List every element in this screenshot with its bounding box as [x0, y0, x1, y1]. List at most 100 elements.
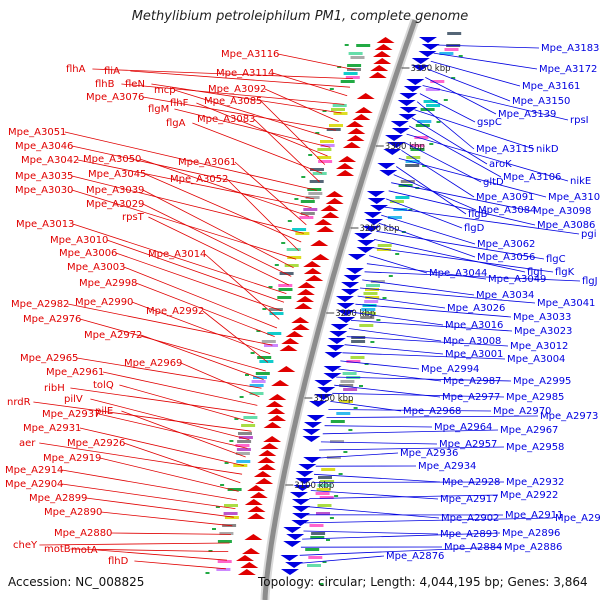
- feature-block: [320, 140, 334, 143]
- feature-block: [310, 536, 325, 539]
- feature-block: [224, 504, 238, 507]
- forward-gene-label: Mpe_A2990: [75, 297, 133, 308]
- forward-label-connector: [272, 72, 348, 97]
- feature-block: [318, 160, 333, 163]
- feature-block: [235, 452, 250, 455]
- reverse-gene-label: flgC: [546, 254, 566, 265]
- reverse-label-connector: [433, 52, 538, 70]
- feature-block: [348, 52, 363, 55]
- feature-block: [305, 548, 320, 551]
- reverse-label-connector: [307, 506, 440, 519]
- feature-block: [329, 124, 343, 127]
- accession-text: Accession: NC_008825: [8, 575, 145, 589]
- reverse-label-connector: [416, 101, 475, 150]
- reverse-gene-label: Mpe_A2893: [440, 529, 498, 540]
- forward-gene-arrow: [347, 128, 366, 134]
- feature-block: [235, 444, 250, 447]
- forward-gene-arrow: [346, 135, 365, 141]
- forward-gene-arrow: [314, 219, 333, 225]
- reverse-label-connector: [383, 206, 580, 235]
- feature-block: [447, 32, 462, 35]
- reverse-label-connector: [430, 60, 521, 87]
- forward-gene-label: Mpe_A3085: [204, 96, 262, 107]
- feature-block: [410, 144, 425, 147]
- reverse-gene-arrow: [399, 93, 418, 99]
- forward-gene-arrow: [376, 37, 395, 43]
- tick-mark: [458, 55, 463, 57]
- tick-mark: [326, 539, 330, 541]
- reverse-label-connector: [409, 125, 502, 178]
- reverse-gene-arrow: [323, 366, 342, 372]
- forward-label-connector: [192, 122, 323, 174]
- reverse-gene-arrow: [379, 170, 398, 176]
- tick-mark: [205, 572, 210, 574]
- reverse-gene-label: Mpe_A3104: [548, 192, 600, 203]
- reverse-gene-label: Mpe_A3098: [533, 206, 591, 217]
- forward-gene-arrow: [320, 205, 339, 211]
- tick-mark: [322, 110, 327, 112]
- tick-mark: [359, 385, 363, 387]
- feature-block: [261, 340, 276, 343]
- feature-block: [345, 76, 360, 79]
- tick-mark: [337, 66, 342, 68]
- genome-backbone: [262, 19, 418, 600]
- tick-mark: [262, 308, 267, 310]
- forward-gene-arrow: [237, 569, 256, 575]
- reverse-gene-label: Mpe_A2985: [506, 392, 564, 403]
- forward-gene-label: Mpe_A2904: [5, 479, 63, 490]
- forward-gene-label: fleN: [125, 79, 145, 90]
- reverse-gene-arrow: [403, 86, 422, 92]
- reverse-label-connector: [427, 68, 511, 102]
- feature-block: [223, 512, 238, 515]
- feature-block: [351, 340, 366, 343]
- forward-label-connector: [148, 216, 289, 286]
- forward-gene-label: Mpe_A3046: [15, 141, 73, 152]
- forward-label-connector: [64, 131, 317, 191]
- reverse-label-connector: [317, 452, 399, 459]
- forward-gene-arrow: [325, 198, 344, 204]
- reverse-gene-label: Mpe_A2967: [500, 425, 558, 436]
- forward-gene-label: nrdR: [7, 397, 31, 408]
- feature-block: [395, 196, 410, 199]
- reverse-label-connector: [357, 295, 446, 309]
- reverse-gene-label: Mpe_A3004: [507, 354, 565, 365]
- reverse-label-connector: [393, 174, 477, 211]
- feature-block: [284, 264, 299, 267]
- reverse-gene-arrow: [323, 373, 342, 379]
- feature-block: [287, 256, 302, 259]
- forward-gene-label: pilV: [64, 394, 83, 405]
- feature-block: [362, 312, 376, 315]
- reverse-label-connector: [406, 133, 569, 182]
- reverse-gene-label: Mpe_A3016: [445, 320, 503, 331]
- forward-gene-label: Mpe_A3083: [197, 114, 255, 125]
- forward-gene-label: Mpe_A3092: [208, 84, 266, 95]
- feature-block: [299, 216, 314, 219]
- kbp-label: 3350 kbp: [410, 64, 450, 74]
- reverse-label-connector: [364, 271, 581, 282]
- tick-mark: [250, 352, 255, 354]
- forward-gene-label: Mpe_A2880: [54, 528, 112, 539]
- feature-block: [217, 540, 232, 543]
- feature-block: [350, 356, 365, 359]
- forward-label-connector: [33, 401, 252, 432]
- reverse-gene-arrow: [324, 352, 343, 358]
- reverse-label-connector: [436, 44, 540, 49]
- feature-block: [236, 448, 251, 451]
- tick-mark: [229, 440, 234, 442]
- reverse-gene-label: Mpe_A2932: [506, 477, 564, 488]
- forward-label-connector: [99, 457, 239, 492]
- reverse-gene-arrow: [363, 212, 382, 218]
- reverse-label-connector: [373, 239, 526, 273]
- reverse-gene-label: Mpe_A3115: [476, 144, 534, 155]
- forward-gene-label: Mpe_A3042: [21, 155, 79, 166]
- reverse-label-connector: [324, 425, 433, 428]
- forward-label-connector: [140, 334, 264, 380]
- forward-gene-arrow: [305, 275, 324, 281]
- reverse-gene-label: Mpe_A3084: [478, 205, 536, 216]
- reverse-gene-arrow: [295, 471, 314, 477]
- forward-gene-label: Mpe_A3014: [148, 249, 206, 260]
- forward-gene-label: Mpe_A3050: [83, 154, 141, 165]
- forward-label-connector: [119, 384, 254, 423]
- feature-block: [311, 532, 326, 535]
- forward-gene-label: mcp: [154, 85, 176, 96]
